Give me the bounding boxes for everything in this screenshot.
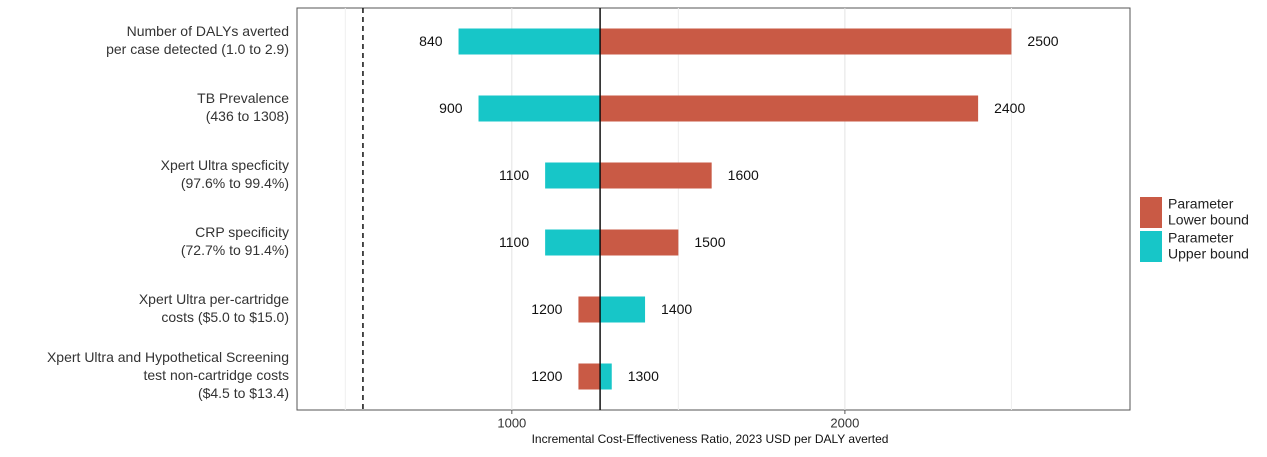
bar bbox=[458, 28, 601, 55]
legend-label: Parameter bbox=[1168, 196, 1234, 212]
category-label: (436 to 1308) bbox=[206, 108, 289, 124]
bar bbox=[545, 162, 601, 189]
category-label: Xpert Ultra and Hypothetical Screening bbox=[47, 349, 289, 365]
value-label: 1300 bbox=[628, 368, 659, 384]
category-label: ($4.5 to $13.4) bbox=[198, 385, 289, 401]
value-label: 2500 bbox=[1027, 33, 1058, 49]
value-label: 1200 bbox=[531, 368, 562, 384]
value-label: 840 bbox=[419, 33, 443, 49]
category-label: Xpert Ultra per-cartridge bbox=[139, 291, 289, 307]
category-label: (72.7% to 91.4%) bbox=[181, 242, 289, 258]
plot-frame bbox=[296, 7, 1131, 411]
value-label: 1500 bbox=[694, 234, 725, 250]
x-axis-label: Incremental Cost-Effectiveness Ratio, 20… bbox=[532, 432, 889, 446]
bar bbox=[578, 363, 601, 390]
bar bbox=[600, 28, 1012, 55]
legend-swatch bbox=[1140, 197, 1162, 228]
legend-label: Upper bound bbox=[1168, 246, 1249, 262]
value-label: 1600 bbox=[728, 167, 759, 183]
value-label: 1200 bbox=[531, 301, 562, 317]
bar bbox=[578, 296, 601, 323]
legend-swatch bbox=[1140, 231, 1162, 262]
category-label: Xpert Ultra specficity bbox=[161, 157, 289, 173]
bar bbox=[600, 296, 646, 323]
value-label: 900 bbox=[439, 100, 463, 116]
value-label: 2400 bbox=[994, 100, 1025, 116]
legend-label: Lower bound bbox=[1168, 212, 1249, 228]
legend-label: Parameter bbox=[1168, 230, 1234, 246]
category-label: (97.6% to 99.4%) bbox=[181, 175, 289, 191]
bar bbox=[600, 95, 979, 122]
category-label: TB Prevalence bbox=[197, 90, 289, 106]
category-label: Number of DALYs averted bbox=[127, 23, 289, 39]
bar bbox=[600, 363, 612, 390]
x-tick-label: 1000 bbox=[497, 415, 526, 430]
bar bbox=[600, 162, 712, 189]
bar bbox=[545, 229, 601, 256]
category-label: test non-cartridge costs bbox=[143, 367, 289, 383]
category-label: costs ($5.0 to $15.0) bbox=[161, 309, 289, 325]
x-tick-label: 2000 bbox=[830, 415, 859, 430]
bar bbox=[600, 229, 679, 256]
value-label: 1400 bbox=[661, 301, 692, 317]
value-label: 1100 bbox=[499, 234, 529, 250]
value-label: 1100 bbox=[499, 167, 529, 183]
bar bbox=[478, 95, 601, 122]
category-label: per case detected (1.0 to 2.9) bbox=[106, 41, 289, 57]
category-label: CRP specificity bbox=[195, 224, 289, 240]
